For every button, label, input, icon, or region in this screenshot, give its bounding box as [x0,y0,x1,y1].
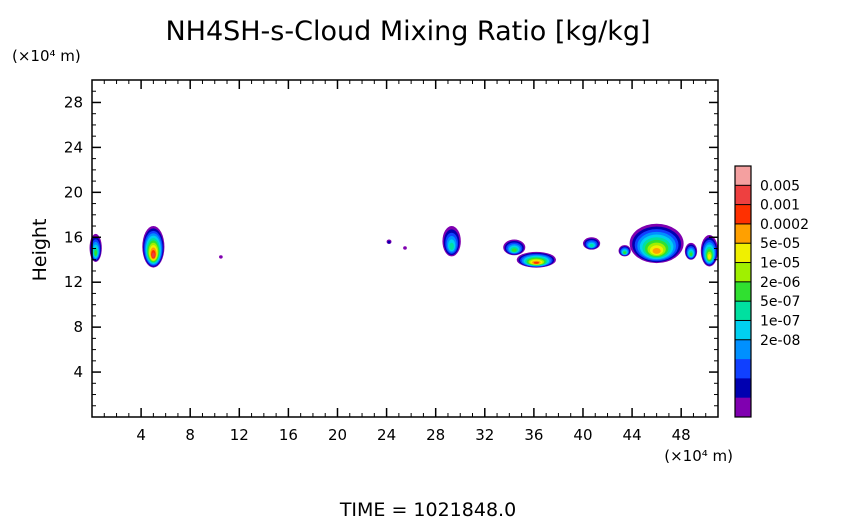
colorbar-label: 1e-07 [760,313,800,329]
cloud-blob [386,239,392,245]
colorbar-swatch [735,397,751,418]
axis-ticks [92,80,718,417]
cloud-blob [684,242,698,260]
colorbar-swatch [735,166,751,186]
x-tick-label: 32 [475,426,494,444]
colorbar-swatch [735,281,751,302]
cloud-blob [442,226,461,257]
colorbar-label: 5e-07 [760,294,800,310]
cloud-contour [94,249,97,256]
colorbar-label: 0.001 [760,198,800,214]
y-tick-label: 20 [64,183,83,201]
colorbar-swatch [735,339,751,360]
cloud-contour [707,254,711,260]
colorbar-swatch [735,185,751,205]
x-tick-label: 48 [672,426,691,444]
colorbar-labels: 0.005 0.001 0.0002 5e-05 1e-05 2e-06 5e-07 1e-0… [760,178,809,348]
x-tick-label: 24 [377,426,396,444]
colorbar-label: 2e-08 [760,333,800,349]
cloud-blob [403,246,407,250]
colorbar-swatch [735,378,751,398]
cloud-contour [623,251,627,254]
cloud-contour [387,240,391,244]
x-tick-label: 8 [185,426,195,444]
colorbar-label: 0.005 [760,178,800,194]
y-tick-label: 16 [64,228,83,246]
time-label: TIME = 1021848.0 [339,499,516,519]
colorbar-frame [734,165,752,418]
x-tick-label: 40 [573,426,592,444]
colorbar-swatch [735,204,751,225]
colorbar-swatch [735,301,751,321]
x-tick-label: 12 [230,426,249,444]
y-tick-labels: 4 8 12 16 20 24 28 [64,93,83,381]
colorbar-label: 5e-05 [760,236,800,252]
colorbar-label: 2e-06 [760,275,800,291]
cloud-contour [449,242,454,251]
cloud-blob [142,226,165,268]
cloud-blob [629,223,684,264]
cloud-contour [589,244,594,248]
cloud-field [89,223,718,268]
cloud-contour [151,252,155,258]
y-tick-label: 4 [73,363,83,381]
cloud-contour [219,255,223,259]
cloud-contour [533,261,540,264]
y-tick-label: 24 [64,138,83,156]
y-axis-label: Height [29,219,51,282]
y-unit-label: (×10⁴ m) [12,47,81,65]
colorbar-swatch [735,243,751,263]
x-tick-label: 20 [328,426,347,444]
cloud-contour [511,248,517,252]
cloud-blob [618,245,631,257]
x-tick-label: 44 [623,426,642,444]
colorbar-swatch [735,262,751,283]
colorbar [734,165,752,418]
chart-title: NH4SH-s-Cloud Mixing Ratio [kg/kg] [165,16,650,47]
x-tick-label: 4 [136,426,146,444]
cloud-contour [689,252,693,257]
y-tick-label: 8 [73,318,83,336]
colorbar-swatch [735,320,751,341]
x-unit-label: (×10⁴ m) [664,447,733,465]
x-tick-label: 36 [524,426,543,444]
cloud-blob [516,251,556,268]
colorbar-swatch [735,223,751,244]
cloud-blob [219,255,223,259]
y-tick-label: 12 [64,273,83,291]
cloud-contour [403,246,407,250]
cloud-contour [652,247,661,254]
x-tick-labels: 4 8 12 16 20 24 28 32 36 40 44 48 [136,426,690,444]
y-tick-label: 28 [64,93,83,111]
colorbar-swatch [735,359,751,379]
x-tick-label: 28 [426,426,445,444]
cloud-blob [503,239,526,256]
cloud-blob [582,237,601,250]
cloud-blob [700,235,718,267]
colorbar-label: 0.0002 [760,217,809,233]
colorbar-label: 1e-05 [760,256,800,272]
x-tick-label: 16 [279,426,298,444]
